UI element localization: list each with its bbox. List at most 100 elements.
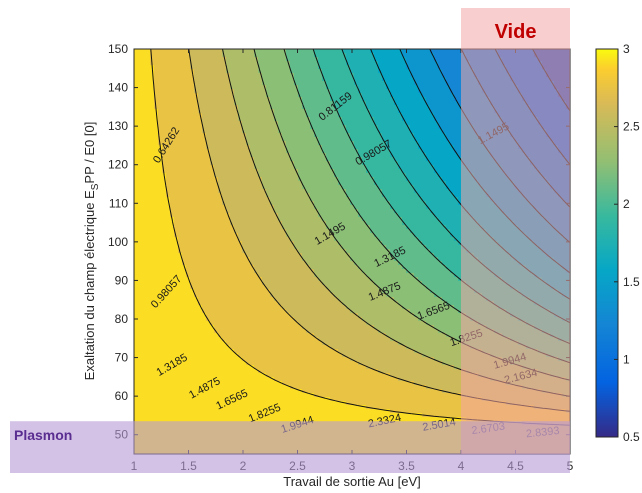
contour-band-cell xyxy=(206,173,211,178)
contour-band-cell xyxy=(274,73,279,78)
contour-band-cell xyxy=(262,197,267,202)
contour-band-cell xyxy=(450,141,455,146)
contour-band-cell xyxy=(318,197,323,202)
contour-band-cell xyxy=(298,89,303,94)
contour-band-cell xyxy=(166,49,171,54)
contour-band-cell xyxy=(258,105,263,110)
contour-band-cell xyxy=(450,221,455,226)
contour-band-cell xyxy=(438,141,443,146)
contour-band-cell xyxy=(318,73,323,78)
contour-band-cell xyxy=(270,209,275,214)
contour-band-cell xyxy=(418,161,423,166)
contour-band-cell xyxy=(238,149,243,154)
contour-band-cell xyxy=(278,173,283,178)
contour-band-cell xyxy=(174,197,179,202)
contour-band-cell xyxy=(202,225,207,230)
contour-band-cell xyxy=(302,133,307,138)
contour-band-cell xyxy=(190,145,195,150)
contour-band-cell xyxy=(326,165,331,170)
contour-band-cell xyxy=(218,73,223,78)
contour-band-cell xyxy=(338,193,343,198)
contour-band-cell xyxy=(290,181,295,186)
contour-band-cell xyxy=(174,57,179,62)
contour-band-cell xyxy=(250,209,255,214)
contour-band-cell xyxy=(450,89,455,94)
contour-band-cell xyxy=(454,73,459,78)
contour-band-cell xyxy=(222,225,227,230)
contour-band-cell xyxy=(254,129,259,134)
contour-band-cell xyxy=(234,141,239,146)
contour-band-cell xyxy=(438,157,443,162)
contour-band-cell xyxy=(386,109,391,114)
contour-band-cell xyxy=(154,73,159,78)
contour-band-cell xyxy=(202,157,207,162)
contour-band-cell xyxy=(342,149,347,154)
contour-band-cell xyxy=(446,225,451,230)
contour-band-cell xyxy=(454,137,459,142)
contour-band-cell xyxy=(286,133,291,138)
contour-band-cell xyxy=(422,181,427,186)
contour-band-cell xyxy=(386,177,391,182)
contour-band-cell xyxy=(150,189,155,194)
contour-band-cell xyxy=(358,97,363,102)
contour-band-cell xyxy=(410,117,415,122)
contour-band-cell xyxy=(214,117,219,122)
contour-band-cell xyxy=(226,165,231,170)
contour-band-cell xyxy=(178,209,183,214)
contour-band-cell xyxy=(350,209,355,214)
contour-band-cell xyxy=(230,97,235,102)
contour-band-cell xyxy=(306,225,311,230)
contour-band-cell xyxy=(362,137,367,142)
contour-band-cell xyxy=(338,213,343,218)
contour-band-cell xyxy=(390,85,395,90)
contour-band-cell xyxy=(430,205,435,210)
contour-band-cell xyxy=(194,121,199,126)
contour-band-cell xyxy=(182,57,187,62)
contour-band-cell xyxy=(194,141,199,146)
contour-band-cell xyxy=(274,117,279,122)
contour-band-cell xyxy=(198,81,203,86)
contour-band-cell xyxy=(294,157,299,162)
contour-band-cell xyxy=(358,209,363,214)
contour-band-cell xyxy=(206,105,211,110)
contour-band-cell xyxy=(286,113,291,118)
contour-band-cell xyxy=(290,97,295,102)
contour-band-cell xyxy=(262,145,267,150)
contour-band-cell xyxy=(382,133,387,138)
contour-band-cell xyxy=(326,105,331,110)
contour-band-cell xyxy=(134,121,139,126)
contour-band-cell xyxy=(210,197,215,202)
contour-band-cell xyxy=(146,213,151,218)
contour-band-cell xyxy=(398,161,403,166)
contour-band-cell xyxy=(182,137,187,142)
contour-band-cell xyxy=(426,57,431,62)
contour-band-cell xyxy=(206,197,211,202)
contour-band-cell xyxy=(298,197,303,202)
contour-band-cell xyxy=(242,57,247,62)
contour-band-cell xyxy=(174,205,179,210)
contour-band-cell xyxy=(158,81,163,86)
contour-band-cell xyxy=(422,69,427,74)
contour-band-cell xyxy=(410,177,415,182)
contour-band-cell xyxy=(366,137,371,142)
contour-band-cell xyxy=(354,137,359,142)
contour-band-cell xyxy=(402,109,407,114)
contour-band-cell xyxy=(430,137,435,142)
contour-band-cell xyxy=(438,133,443,138)
contour-band-cell xyxy=(366,173,371,178)
contour-band-cell xyxy=(458,145,463,150)
contour-band-cell xyxy=(266,145,271,150)
contour-band-cell xyxy=(410,157,415,162)
contour-band-cell xyxy=(258,129,263,134)
contour-band-cell xyxy=(286,201,291,206)
contour-band-cell xyxy=(250,61,255,66)
contour-band-cell xyxy=(330,125,335,130)
contour-band-cell xyxy=(366,81,371,86)
contour-band-cell xyxy=(246,213,251,218)
contour-band-cell xyxy=(262,169,267,174)
contour-band-cell xyxy=(414,197,419,202)
contour-band-cell xyxy=(162,217,167,222)
contour-band-cell xyxy=(186,129,191,134)
contour-band-cell xyxy=(150,157,155,162)
contour-band-cell xyxy=(378,81,383,86)
